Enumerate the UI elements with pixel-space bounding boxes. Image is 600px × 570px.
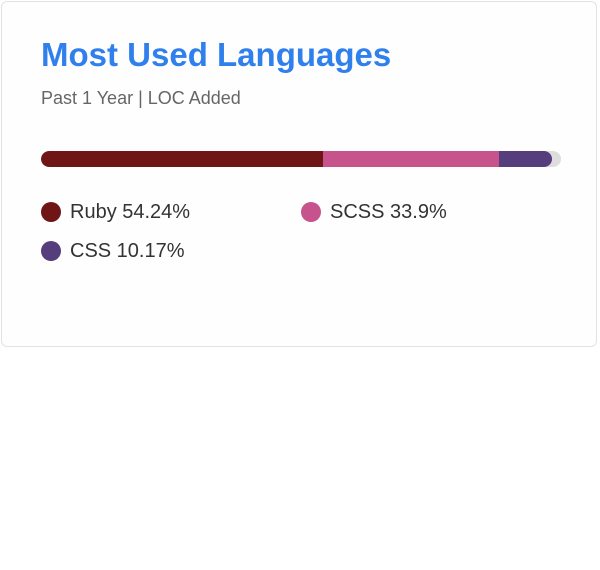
- legend-item-scss: SCSS 33.9%: [301, 200, 447, 224]
- bar-segment-scss: [323, 151, 499, 167]
- legend-label: SCSS 33.9%: [330, 201, 447, 223]
- legend-item-ruby: Ruby 54.24%: [41, 200, 190, 224]
- legend-dot-icon: [41, 241, 61, 261]
- language-bar-fill: [41, 151, 552, 167]
- languages-card: Most Used Languages Past 1 Year | LOC Ad…: [1, 1, 597, 347]
- legend-label: Ruby 54.24%: [70, 201, 191, 223]
- bar-segment-css: [499, 151, 552, 167]
- legend-dot-icon: [41, 202, 61, 222]
- language-bar-track: [41, 151, 561, 167]
- legend-dot-icon: [301, 202, 321, 222]
- legend-label: CSS 10.17%: [70, 240, 185, 262]
- bar-segment-ruby: [41, 151, 323, 167]
- card-subtitle: Past 1 Year | LOC Added: [41, 88, 241, 108]
- card-title: Most Used Languages: [41, 36, 392, 73]
- legend-item-css: CSS 10.17%: [41, 239, 185, 263]
